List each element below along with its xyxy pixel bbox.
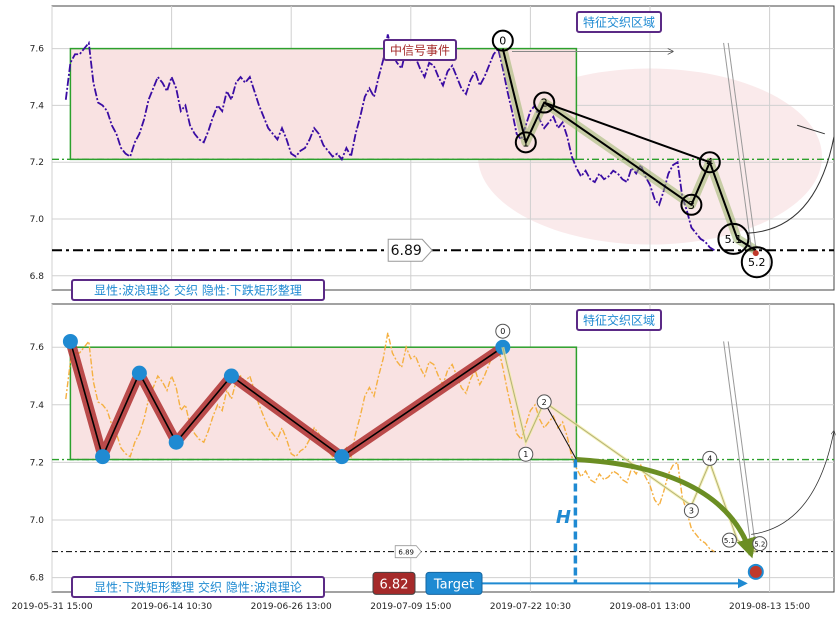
pattern-label: 显性:波浪理论 交织 隐性:下跌矩形整理 xyxy=(71,279,325,301)
zone-label-frame xyxy=(576,309,662,331)
wave-node-label: 5.2 xyxy=(748,256,766,269)
wave-node-label: 1 xyxy=(522,136,529,149)
wave-connector xyxy=(543,101,711,164)
wave-node xyxy=(680,193,703,216)
target-level-label: 6.89 xyxy=(391,243,422,259)
pattern-label: 显性:下跌矩形整理 交织 隐性:波浪理论 xyxy=(71,576,325,598)
zone-label-text: 特征交织区域 xyxy=(583,14,655,29)
zone-label: 特征交织区域 xyxy=(576,11,662,33)
zigzag-node xyxy=(62,333,78,349)
pattern-label-frame xyxy=(71,576,325,598)
target-dot xyxy=(752,250,759,257)
zigzag-node xyxy=(168,434,184,450)
projection-curve xyxy=(746,136,835,234)
wave-node xyxy=(533,91,556,114)
target-price-frame xyxy=(372,571,416,595)
wave-node xyxy=(698,151,721,174)
x-tick-label: 2019-06-26 13:00 xyxy=(251,602,332,612)
x-tick-label: 2019-05-31 15:00 xyxy=(11,602,92,612)
bottom-panel: 7.6 7.4 7.2 7.0 6.8 H 0 1 2 3 4 5.1 5.2 6.89 6.82 Targe… xyxy=(30,303,834,598)
target-box-text: Target xyxy=(433,577,474,592)
wave-node xyxy=(491,29,514,52)
y-tick-label: 7.4 xyxy=(30,401,45,411)
rectangle-pattern xyxy=(69,47,578,161)
wave-node xyxy=(721,532,737,548)
wave-node xyxy=(752,536,768,552)
wave-node xyxy=(514,131,537,154)
wave-node xyxy=(702,450,718,466)
target-box: Target xyxy=(425,571,483,595)
wave-node-label: 4 xyxy=(706,156,713,169)
signal-label: 中信号事件 xyxy=(383,39,457,61)
wave-node xyxy=(683,503,699,519)
wave-node-label: 0 xyxy=(500,327,505,336)
x-tick-label: 2019-07-22 10:30 xyxy=(490,602,571,612)
pointer-line xyxy=(723,42,752,248)
pointer-line xyxy=(727,42,757,248)
breakdown-arrow xyxy=(576,457,756,559)
projection-curve xyxy=(751,431,834,535)
wave-node xyxy=(717,222,750,255)
x-axis: 2019-05-31 15:00 2019-06-14 10:30 2019-06-… xyxy=(11,602,810,612)
wave-node-label: 3 xyxy=(688,199,695,212)
price-line xyxy=(65,332,715,553)
wave-node xyxy=(495,323,511,339)
target-dot xyxy=(747,563,764,580)
signal-label-frame xyxy=(383,39,457,61)
target-level-tag xyxy=(394,545,422,559)
wave-node xyxy=(536,394,552,410)
zigzag-node xyxy=(223,368,239,384)
wave-node-label: 5.1 xyxy=(725,233,743,246)
x-tick-label: 2019-08-13 15:00 xyxy=(729,602,810,612)
wave-line xyxy=(501,48,757,252)
target-price-box: 6.82 xyxy=(372,571,416,595)
y-tick-label: 7.4 xyxy=(30,101,45,111)
y-tick-label: 7.2 xyxy=(30,158,44,168)
height-label: H xyxy=(556,507,571,528)
x-tick-label: 2019-07-09 15:00 xyxy=(370,602,451,612)
y-tick-label: 7.0 xyxy=(30,516,45,526)
pointer-line xyxy=(723,341,752,549)
target-level-label: 6.89 xyxy=(398,549,414,557)
zigzag-node xyxy=(131,365,147,381)
y-tick-label: 7.0 xyxy=(30,215,45,225)
pointer-line xyxy=(727,341,757,549)
y-tick-label: 6.8 xyxy=(30,272,45,282)
projection-cap xyxy=(797,124,825,135)
wave-node-label: 2 xyxy=(542,398,547,407)
wave-node-label: 5.2 xyxy=(754,541,765,549)
x-tick-label: 2019-06-14 10:30 xyxy=(131,602,212,612)
pattern-label-text: 显性:下跌矩形整理 交织 隐性:波浪理论 xyxy=(94,579,302,594)
top-panel: 7.6 7.4 7.2 7.0 6.8 0 1 2 3 4 5.1 5.2 6.89 中信号事件 特征交织区… xyxy=(30,5,835,301)
wave-node-label: 2 xyxy=(541,97,548,110)
pattern-label-text: 显性:波浪理论 交织 隐性:下跌矩形整理 xyxy=(94,282,302,297)
wave-node-label: 0 xyxy=(499,35,506,48)
wave-node-label: 1 xyxy=(523,450,528,459)
target-price-text: 6.82 xyxy=(380,577,409,592)
x-tick-label: 2019-08-01 13:00 xyxy=(609,602,690,612)
target-box-frame xyxy=(425,571,483,595)
zigzag-node xyxy=(95,449,111,465)
price-line xyxy=(64,34,715,252)
zone-label-text: 特征交织区域 xyxy=(583,312,655,327)
zone-label-frame xyxy=(576,11,662,33)
y-tick-label: 7.6 xyxy=(30,343,45,353)
wave-node-label: 4 xyxy=(707,454,712,463)
zigzag-node xyxy=(334,449,350,465)
zone-label: 特征交织区域 xyxy=(576,309,662,331)
y-tick-label: 7.6 xyxy=(30,45,45,55)
wave-connector xyxy=(543,401,577,460)
wave-node xyxy=(740,246,773,279)
y-tick-label: 7.2 xyxy=(30,458,44,468)
wave-node xyxy=(518,446,534,462)
pattern-label-frame xyxy=(71,279,325,301)
wave-node-label: 3 xyxy=(689,507,694,516)
y-tick-label: 6.8 xyxy=(30,574,45,584)
wave-node-label: 5.1 xyxy=(724,537,735,545)
signal-label-text: 中信号事件 xyxy=(390,42,450,57)
target-level-tag xyxy=(387,238,433,262)
